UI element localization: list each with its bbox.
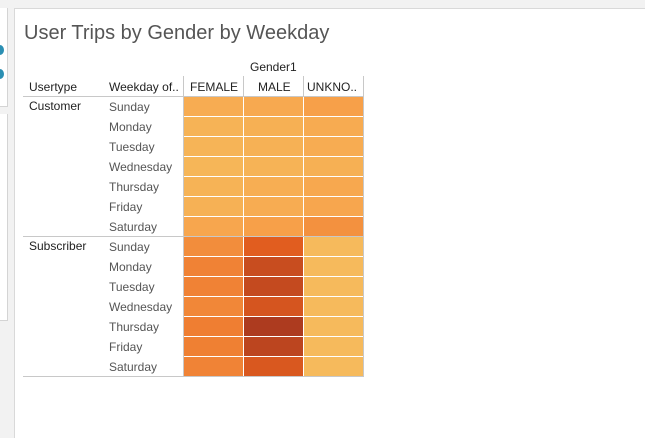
row-header-usertype: Usertype bbox=[29, 80, 78, 94]
group-label-subscriber: Subscriber bbox=[29, 239, 87, 253]
heatmap-cell[interactable] bbox=[244, 137, 303, 156]
column-group-label: Gender1 bbox=[250, 60, 297, 74]
heatmap-cell[interactable] bbox=[244, 217, 303, 236]
row-label: Wednesday bbox=[109, 300, 173, 314]
heatmap-cell[interactable] bbox=[304, 237, 363, 256]
row-label: Tuesday bbox=[109, 140, 155, 154]
heatmap-cell[interactable] bbox=[184, 217, 243, 236]
heatmap-cell[interactable] bbox=[184, 297, 243, 316]
chart-title: User Trips by Gender by Weekday bbox=[24, 22, 330, 44]
heatmap-cell[interactable] bbox=[244, 177, 303, 196]
heatmap-cell[interactable] bbox=[244, 297, 303, 316]
heatmap-cell[interactable] bbox=[304, 217, 363, 236]
side-panel-lower bbox=[0, 114, 8, 321]
heatmap-cell[interactable] bbox=[244, 257, 303, 276]
side-panel bbox=[0, 8, 8, 107]
row-label: Tuesday bbox=[109, 280, 155, 294]
heatmap-cell[interactable] bbox=[244, 97, 303, 116]
row-label: Sunday bbox=[109, 240, 150, 254]
heatmap-cell[interactable] bbox=[304, 357, 363, 376]
heatmap-cell[interactable] bbox=[184, 157, 243, 176]
group-label-customer: Customer bbox=[29, 99, 82, 113]
row-label: Saturday bbox=[109, 360, 158, 374]
heatmap-cell[interactable] bbox=[304, 197, 363, 216]
column-header-male: MALE bbox=[258, 80, 291, 94]
heatmap-cell[interactable] bbox=[244, 157, 303, 176]
row-label: Monday bbox=[109, 260, 152, 274]
heatmap-cell[interactable] bbox=[244, 357, 303, 376]
heatmap-cell[interactable] bbox=[244, 317, 303, 336]
heatmap-cell[interactable] bbox=[184, 277, 243, 296]
row-label: Friday bbox=[109, 340, 143, 354]
row-label: Wednesday bbox=[109, 160, 173, 174]
row-label: Sunday bbox=[109, 100, 150, 114]
column-header-unknown: UNKNO.. bbox=[307, 80, 358, 94]
row-label: Friday bbox=[109, 200, 143, 214]
heatmap-cell[interactable] bbox=[304, 177, 363, 196]
heatmap-cell[interactable] bbox=[304, 137, 363, 156]
heatmap-cell[interactable] bbox=[184, 337, 243, 356]
heatmap-cell[interactable] bbox=[244, 277, 303, 296]
heatmap-cell[interactable] bbox=[184, 177, 243, 196]
indicator-dot-icon bbox=[0, 69, 4, 79]
heatmap-cell[interactable] bbox=[184, 97, 243, 116]
heatmap-cell[interactable] bbox=[304, 277, 363, 296]
heatmap-cell[interactable] bbox=[184, 117, 243, 136]
column-header-female: FEMALE bbox=[190, 80, 239, 94]
heatmap-cell[interactable] bbox=[244, 337, 303, 356]
row-header-weekday: Weekday of.. bbox=[109, 80, 179, 94]
heatmap-cell[interactable] bbox=[304, 257, 363, 276]
heatmap-cell[interactable] bbox=[184, 357, 243, 376]
heatmap-cell[interactable] bbox=[184, 257, 243, 276]
row-label: Monday bbox=[109, 120, 152, 134]
heatmap-cell[interactable] bbox=[244, 237, 303, 256]
row-label: Saturday bbox=[109, 220, 158, 234]
heatmap-cell[interactable] bbox=[304, 297, 363, 316]
heatmap-cell[interactable] bbox=[304, 117, 363, 136]
heatmap-cell[interactable] bbox=[304, 157, 363, 176]
indicator-dot-icon bbox=[0, 45, 4, 55]
heatmap-cell[interactable] bbox=[304, 97, 363, 116]
heatmap-cell[interactable] bbox=[184, 237, 243, 256]
heatmap-cell[interactable] bbox=[184, 317, 243, 336]
row-label: Thursday bbox=[109, 180, 160, 194]
heatmap-cell[interactable] bbox=[244, 197, 303, 216]
heatmap-cell[interactable] bbox=[184, 197, 243, 216]
heatmap-cell[interactable] bbox=[244, 117, 303, 136]
heatmap-cell[interactable] bbox=[304, 337, 363, 356]
heatmap-cell[interactable] bbox=[184, 137, 243, 156]
row-label: Thursday bbox=[109, 320, 160, 334]
heatmap-cell[interactable] bbox=[304, 317, 363, 336]
